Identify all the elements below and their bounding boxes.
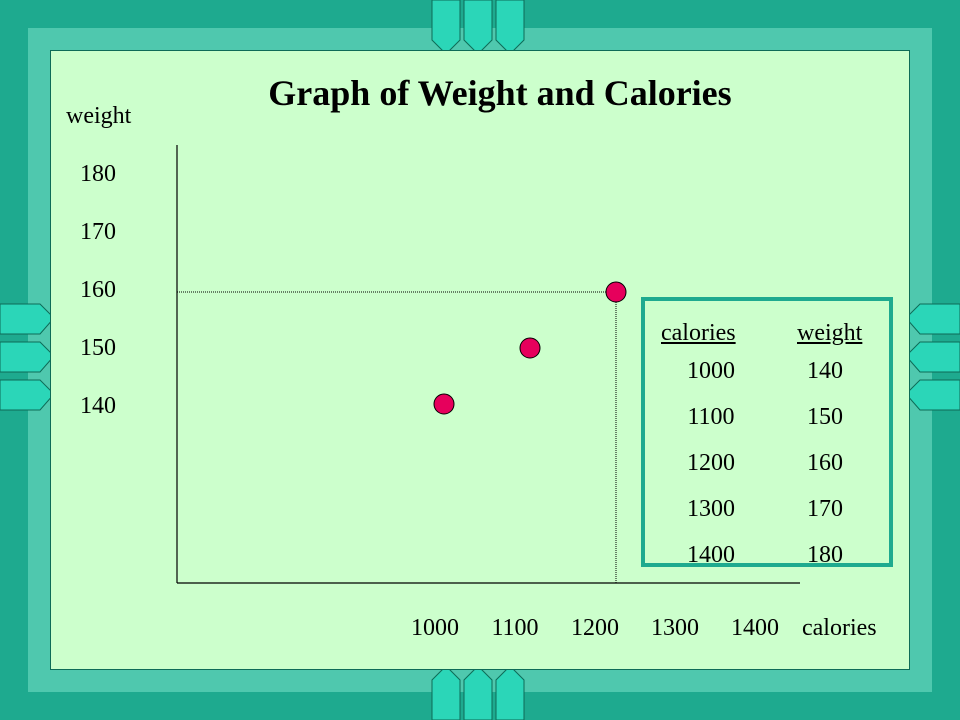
- x-tick-label: 1000: [411, 615, 459, 641]
- data-point: [519, 337, 541, 359]
- table-cell-calories: 1000: [687, 358, 735, 384]
- table-cell-weight: 180: [807, 542, 843, 568]
- left-deco-tabs: [0, 300, 56, 416]
- y-tick-label: 150: [80, 335, 116, 361]
- data-point: [433, 393, 455, 415]
- x-tick-label: 1100: [491, 615, 539, 641]
- x-axis-label: calories: [802, 615, 877, 641]
- table-header-calories: calories: [661, 320, 736, 346]
- x-tick-label: 1400: [731, 615, 779, 641]
- bottom-deco-tabs: [430, 664, 526, 720]
- y-tick-label: 160: [80, 277, 116, 303]
- table-cell-calories: 1200: [687, 450, 735, 476]
- table-cell-weight: 170: [807, 496, 843, 522]
- x-tick-label: 1200: [571, 615, 619, 641]
- right-deco-tabs: [904, 300, 960, 416]
- table-cell-weight: 150: [807, 404, 843, 430]
- x-tick-label: 1300: [651, 615, 699, 641]
- y-tick-label: 140: [80, 393, 116, 419]
- data-table: calories weight 1000 140 1100 150 1200 160 130…: [641, 297, 893, 567]
- table-cell-calories: 1100: [687, 404, 735, 430]
- top-deco-tabs: [430, 0, 526, 56]
- y-axis-label: weight: [66, 103, 132, 129]
- y-tick-label: 180: [80, 161, 116, 187]
- table-cell-weight: 160: [807, 450, 843, 476]
- chart-title: Graph of Weight and Calories: [268, 73, 732, 113]
- table-cell-weight: 140: [807, 358, 843, 384]
- table-cell-calories: 1300: [687, 496, 735, 522]
- y-tick-label: 170: [80, 219, 116, 245]
- data-point: [605, 281, 627, 303]
- table-header-weight: weight: [797, 320, 863, 346]
- table-cell-calories: 1400: [687, 542, 735, 568]
